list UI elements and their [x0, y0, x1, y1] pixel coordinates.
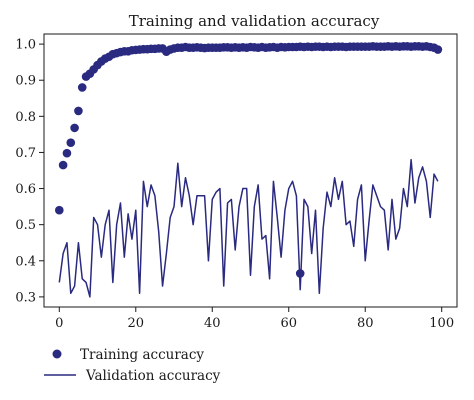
x-tick-label: 0: [55, 316, 63, 331]
annotation-marker: [295, 269, 305, 278]
legend-label-training-accuracy: Training accuracy: [80, 347, 204, 363]
training-accuracy-point: [77, 83, 87, 92]
training-accuracy-point: [55, 205, 64, 215]
training-accuracy-point: [70, 123, 79, 133]
y-tick-label: 0.3: [15, 290, 36, 305]
y-tick-label: 1.0: [15, 38, 36, 53]
training-accuracy-point: [66, 138, 76, 147]
y-tick-label: 0.8: [15, 110, 36, 125]
x-tick-label: 100: [429, 316, 454, 331]
y-tick-label: 0.9: [15, 74, 36, 89]
training-accuracy-point: [433, 45, 443, 54]
x-tick-label: 20: [128, 316, 145, 331]
plot-area: [55, 41, 443, 298]
legend: Training accuracy Validation accuracy: [44, 347, 221, 384]
legend-label-validation-accuracy: Validation accuracy: [85, 368, 221, 384]
y-tick-label: 0.7: [15, 146, 36, 161]
x-tick-label: 60: [280, 316, 297, 331]
training-accuracy-point: [58, 160, 68, 170]
series-line-validation-accuracy: [58, 158, 439, 298]
axis-ticks: 0 20 40 60 80 100 0.3 0.4 0.5 0.6 0.7 0.8 0.9 1.0: [15, 38, 454, 331]
x-tick-label: 40: [204, 316, 221, 331]
plot-frame: [43, 33, 458, 308]
training-accuracy-point: [62, 148, 72, 158]
training-accuracy-point: [74, 106, 83, 116]
y-tick-label: 0.6: [15, 182, 36, 197]
x-tick-label: 80: [357, 316, 374, 331]
chart-title: Training and validation accuracy: [129, 12, 380, 30]
legend-marker-training-accuracy: [52, 349, 62, 359]
y-tick-label: 0.5: [15, 218, 36, 233]
y-tick-label: 0.4: [15, 254, 36, 269]
